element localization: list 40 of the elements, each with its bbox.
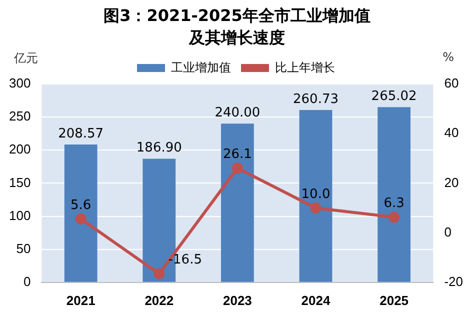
- point: [388, 212, 400, 223]
- y2-tick-label: 40: [444, 125, 459, 140]
- data-label: 6.3: [384, 196, 404, 212]
- y-tick-label: 250: [8, 108, 31, 124]
- y-tick-label: 300: [8, 76, 31, 91]
- legend-label: 比上年增长: [275, 60, 335, 74]
- x-tick-label: 2024: [301, 292, 331, 308]
- point: [232, 162, 243, 174]
- y2-tick-label: 60: [444, 76, 459, 91]
- data-label: 5.6: [70, 198, 92, 213]
- y2-tick-label: -20: [444, 274, 464, 289]
- bar: [221, 124, 254, 282]
- data-label: 26.1: [222, 146, 252, 162]
- x-tick-label: 2023: [222, 292, 252, 308]
- y-tick-label: 0: [23, 274, 31, 289]
- y2-tick-label: 20: [444, 174, 459, 190]
- point: [75, 213, 86, 224]
- bar: [299, 110, 332, 282]
- bar: [378, 107, 411, 282]
- y-tick-label: 100: [8, 208, 31, 223]
- data-label: 10.0: [301, 186, 330, 202]
- x-tick-label: 2021: [66, 292, 96, 308]
- y-tick-label: 150: [8, 174, 31, 190]
- bar: [64, 144, 98, 282]
- y2-axis-title: %: [442, 50, 454, 64]
- data-label: 240.00: [214, 106, 260, 121]
- y-axis-title: 亿元: [14, 50, 38, 67]
- point: [310, 202, 322, 214]
- x-tick-label: 2022: [144, 292, 174, 308]
- x-tick-label: 2025: [380, 292, 409, 308]
- data-label: 186.90: [136, 140, 182, 156]
- y-tick-label: 200: [8, 142, 31, 157]
- y2-tick-label: 0: [444, 224, 452, 240]
- chart-title: 图3：2021-2025年全市工业增加值及其增长速度: [102, 5, 372, 49]
- point: [154, 268, 165, 280]
- data-label: 265.02: [371, 89, 417, 104]
- legend-label: 工业增加值: [171, 60, 231, 74]
- data-label: 260.73: [293, 92, 339, 107]
- y-tick-label: 50: [16, 240, 31, 256]
- data-label: 208.57: [58, 126, 104, 142]
